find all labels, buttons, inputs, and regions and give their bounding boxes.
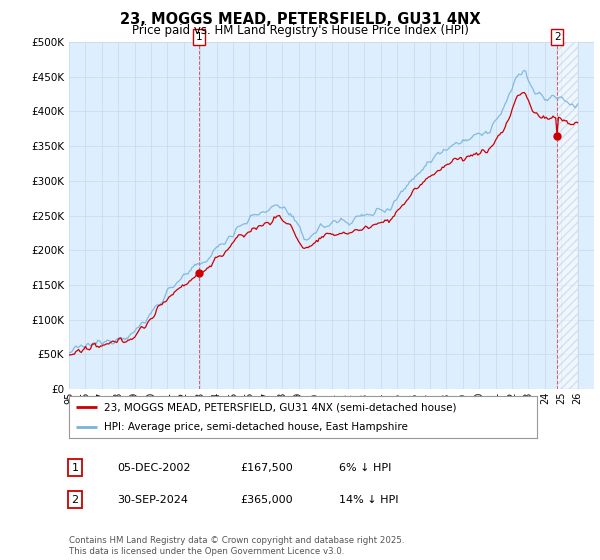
- Text: 6% ↓ HPI: 6% ↓ HPI: [339, 463, 391, 473]
- Text: HPI: Average price, semi-detached house, East Hampshire: HPI: Average price, semi-detached house,…: [104, 422, 408, 432]
- Bar: [557, 42, 578, 389]
- Text: 1: 1: [196, 32, 202, 42]
- Text: 1: 1: [71, 463, 79, 473]
- Text: Contains HM Land Registry data © Crown copyright and database right 2025.
This d: Contains HM Land Registry data © Crown c…: [69, 536, 404, 556]
- Text: 14% ↓ HPI: 14% ↓ HPI: [339, 494, 398, 505]
- Text: £365,000: £365,000: [240, 494, 293, 505]
- Text: 23, MOGGS MEAD, PETERSFIELD, GU31 4NX: 23, MOGGS MEAD, PETERSFIELD, GU31 4NX: [119, 12, 481, 27]
- Text: 05-DEC-2002: 05-DEC-2002: [117, 463, 191, 473]
- Text: 2: 2: [71, 494, 79, 505]
- Text: 2: 2: [554, 32, 560, 42]
- Text: 23, MOGGS MEAD, PETERSFIELD, GU31 4NX (semi-detached house): 23, MOGGS MEAD, PETERSFIELD, GU31 4NX (s…: [104, 402, 457, 412]
- Text: £167,500: £167,500: [240, 463, 293, 473]
- Text: 30-SEP-2024: 30-SEP-2024: [117, 494, 188, 505]
- Text: Price paid vs. HM Land Registry's House Price Index (HPI): Price paid vs. HM Land Registry's House …: [131, 24, 469, 36]
